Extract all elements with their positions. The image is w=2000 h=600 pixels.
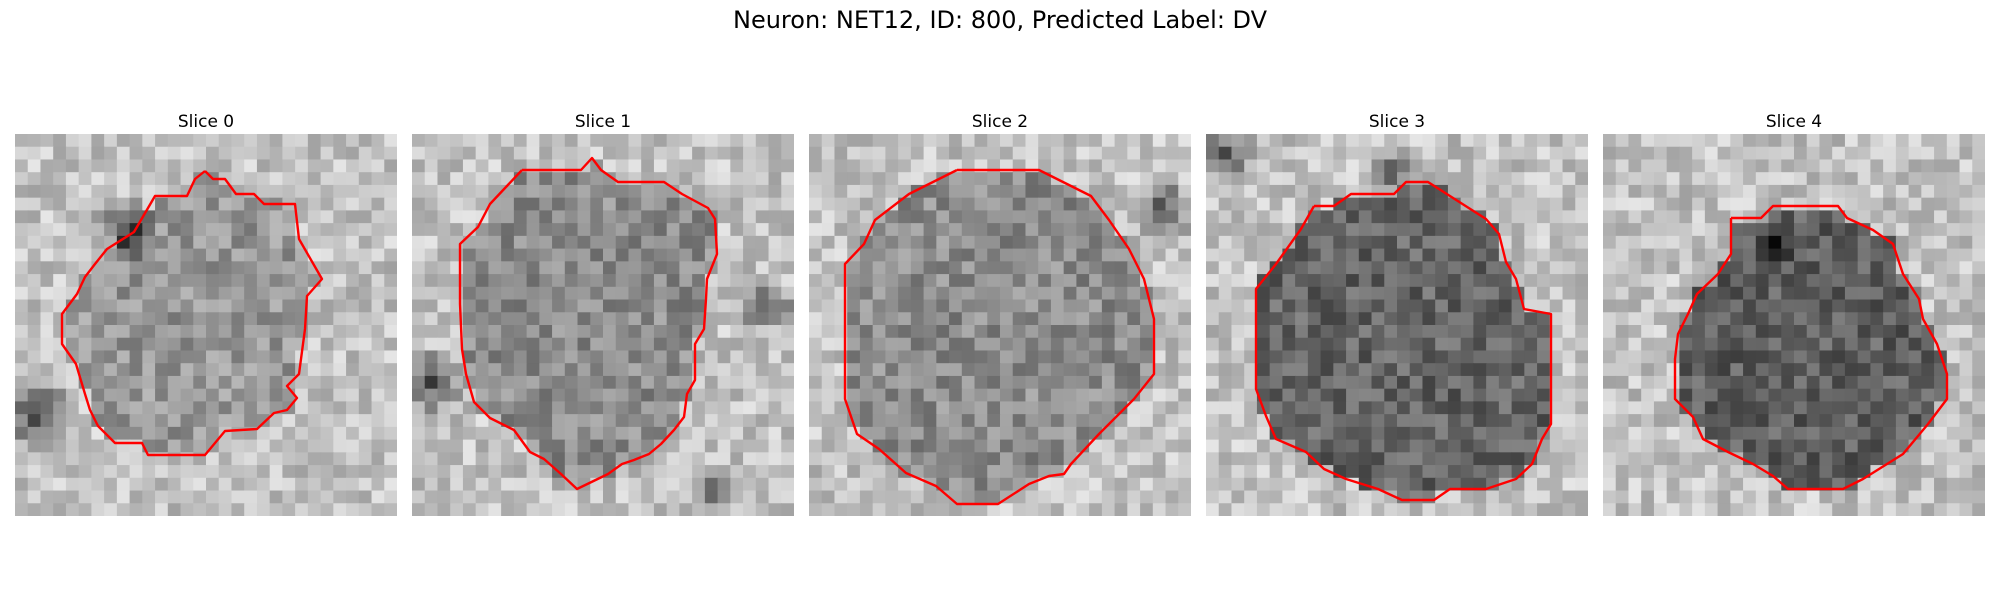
slice-contour-2 [843,168,1156,506]
slice-image-0 [15,134,397,516]
slice-title-3: Slice 3 [1368,112,1426,132]
slice-image-4 [1603,134,1985,516]
figure-title: Neuron: NET12, ID: 800, Predicted Label:… [732,6,1268,34]
slice-contour-0 [60,170,324,457]
slice-image-2 [809,134,1191,516]
slice-contour-3 [1254,180,1553,502]
slice-title-4: Slice 4 [1765,112,1823,132]
slice-panel-3: Slice 3 [1206,110,1588,516]
slice-contour-4 [1673,204,1949,491]
slice-panel-2: Slice 2 [809,110,1191,516]
slice-title-1: Slice 1 [574,112,632,132]
slice-title-2: Slice 2 [971,112,1029,132]
slice-panel-0: Slice 0 [15,110,397,516]
slice-image-1 [412,134,794,516]
slice-image-3 [1206,134,1588,516]
slice-contour-1 [458,156,719,491]
slice-panel-4: Slice 4 [1603,110,1985,516]
slice-panel-1: Slice 1 [412,110,794,516]
slice-title-0: Slice 0 [177,112,235,132]
